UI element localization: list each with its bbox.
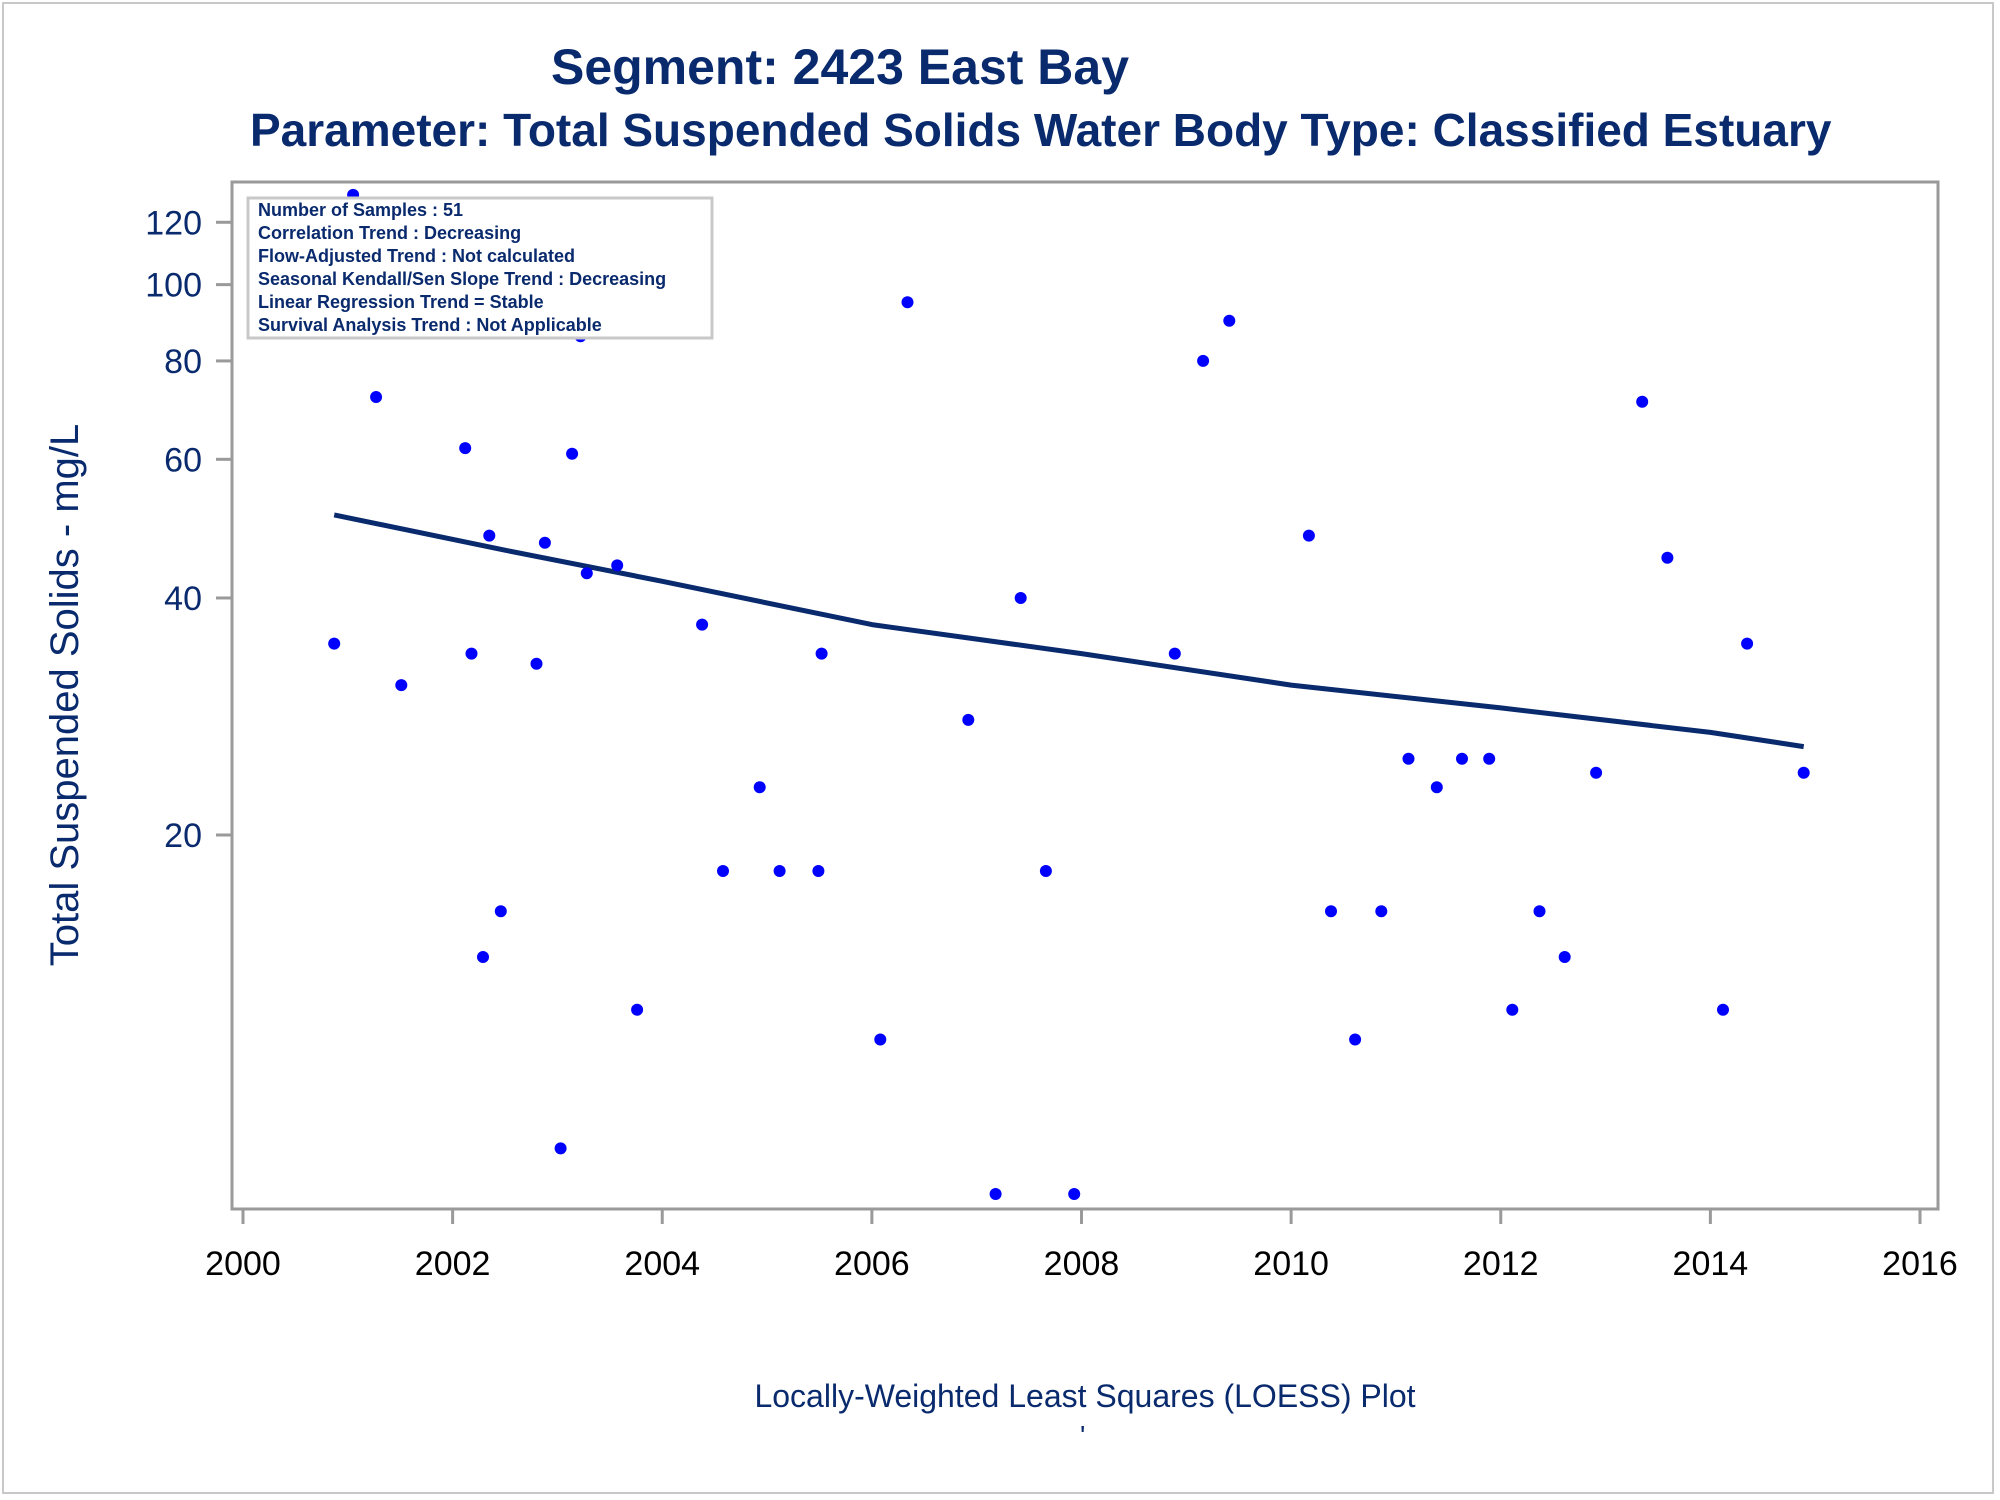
stats-line: Number of Samples : 51 bbox=[258, 200, 463, 220]
data-point bbox=[874, 1033, 887, 1046]
x-tick-label-2008: 2008 bbox=[1044, 1245, 1120, 1283]
data-point bbox=[1197, 354, 1210, 367]
data-point bbox=[1717, 1003, 1729, 1016]
y-tick-label-20: 20 bbox=[164, 817, 202, 855]
stats-box-frame bbox=[246, 196, 714, 340]
data-point bbox=[815, 647, 828, 660]
data-point bbox=[1302, 529, 1315, 542]
data-point bbox=[477, 951, 489, 963]
y-tick-label-40: 40 bbox=[164, 580, 202, 618]
x-tick-label-2014: 2014 bbox=[1673, 1245, 1749, 1283]
data-point bbox=[631, 1003, 644, 1016]
stats-line: Survival Analysis Trend : Not Applicable bbox=[258, 315, 602, 335]
footnote: Locally-Weighted Least Squares (LOESS) P… bbox=[754, 1378, 1416, 1414]
y-axis-label: Total Suspended Solids - mg/L bbox=[43, 424, 87, 967]
chart-subtitle: Parameter: Total Suspended Solids Water … bbox=[250, 104, 1832, 156]
data-point bbox=[1349, 1033, 1362, 1046]
data-point bbox=[328, 637, 341, 650]
plot-area bbox=[230, 180, 1940, 1211]
data-point bbox=[566, 447, 579, 460]
x-tick-label-2004: 2004 bbox=[624, 1245, 700, 1283]
data-point bbox=[696, 618, 709, 631]
stats-line: Correlation Trend : Decreasing bbox=[258, 223, 521, 243]
y-tick-label-120: 120 bbox=[145, 204, 202, 242]
x-tick-label-2006: 2006 bbox=[834, 1245, 910, 1283]
x-tick-label-2000: 2000 bbox=[205, 1245, 281, 1283]
x-tick-label-2010: 2010 bbox=[1253, 1245, 1329, 1283]
x-tick-label-2016: 2016 bbox=[1882, 1245, 1958, 1283]
data-point bbox=[1590, 766, 1603, 779]
stats-box: Number of Samples : 51 Correlation Trend … bbox=[246, 196, 714, 340]
data-point bbox=[989, 1188, 1002, 1200]
data-point bbox=[1014, 592, 1027, 604]
data-point bbox=[370, 391, 383, 403]
data-point bbox=[580, 567, 593, 580]
data-point bbox=[1068, 1188, 1081, 1200]
chart-title: Segment: 2423 East Bay bbox=[550, 39, 1130, 95]
data-point bbox=[1325, 905, 1337, 918]
data-point bbox=[1797, 766, 1810, 779]
data-point bbox=[812, 865, 825, 877]
data-point bbox=[1533, 905, 1546, 918]
data-point bbox=[1636, 395, 1649, 408]
footnote-mark: ' bbox=[1080, 1420, 1086, 1451]
data-point bbox=[1430, 781, 1443, 794]
data-point bbox=[494, 905, 507, 918]
data-point bbox=[901, 296, 914, 309]
data-point bbox=[1223, 314, 1236, 327]
data-point bbox=[1483, 752, 1496, 765]
trend-line-group bbox=[333, 512, 1805, 750]
data-point bbox=[1402, 752, 1415, 765]
y-axis: 20 40 60 80 100 120 bbox=[145, 204, 232, 855]
data-point bbox=[465, 647, 478, 660]
x-axis: 2000 2002 2004 2006 2008 2010 2012 2014 2016 bbox=[205, 1209, 1958, 1283]
data-point bbox=[753, 781, 766, 794]
stats-line: Flow-Adjusted Trend : Not calculated bbox=[258, 246, 575, 266]
data-point bbox=[1168, 647, 1181, 660]
x-tick-label-2002: 2002 bbox=[415, 1245, 491, 1283]
data-point bbox=[1741, 637, 1754, 650]
y-tick-label-100: 100 bbox=[145, 267, 202, 305]
data-point bbox=[962, 713, 975, 726]
data-point bbox=[1375, 905, 1388, 918]
data-point bbox=[459, 442, 472, 455]
data-points bbox=[328, 188, 1810, 1200]
data-point bbox=[530, 657, 543, 670]
data-point bbox=[1506, 1003, 1519, 1016]
data-point bbox=[1039, 865, 1052, 877]
data-point bbox=[483, 529, 496, 542]
x-tick-label-2012: 2012 bbox=[1463, 1245, 1539, 1283]
trend-line bbox=[333, 512, 1805, 750]
data-point bbox=[1558, 951, 1571, 963]
stats-line: Linear Regression Trend = Stable bbox=[258, 292, 544, 312]
data-point bbox=[395, 679, 408, 692]
data-point bbox=[554, 1142, 567, 1155]
data-point bbox=[1661, 551, 1674, 564]
y-tick-label-60: 60 bbox=[164, 441, 202, 479]
y-tick-label-80: 80 bbox=[164, 343, 202, 381]
data-point bbox=[611, 559, 624, 572]
stats-line: Seasonal Kendall/Sen Slope Trend : Decre… bbox=[258, 269, 666, 289]
data-point bbox=[717, 865, 729, 877]
data-point bbox=[1456, 752, 1468, 765]
data-point bbox=[773, 865, 786, 877]
data-point bbox=[538, 536, 551, 549]
